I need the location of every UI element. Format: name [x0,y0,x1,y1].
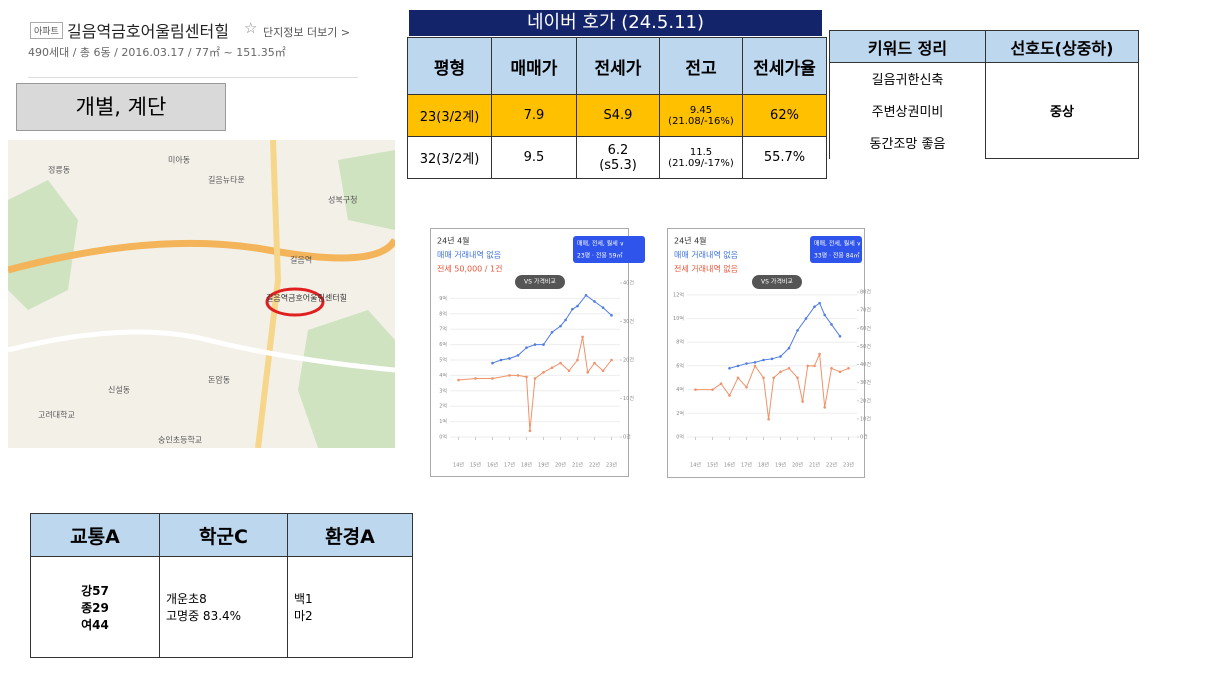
cell-line: 여44 [81,617,109,632]
cell-line: (s5.3) [599,157,637,173]
header-row: 평형 매매가 전세가 전고 전세가율 [407,37,827,95]
cell: 강57 종29 여44 [30,556,160,658]
title: 길음역금호어울림센터힐 [67,22,229,41]
cell-line: 6.2 [607,142,629,158]
subtitle: 490세대 / 총 6동 / 2016.03.17 / 77㎡ ~ 151.35… [28,46,286,59]
header-cell: 매매가 [491,37,577,95]
cell: 9.45 (21.08/-16%) [659,94,743,137]
cell-line: 개운초8 [166,592,207,606]
cell: 9.5 [491,136,577,179]
map-label: 숭인초등학교 [158,435,202,445]
chart-frame [430,228,629,477]
cell-line: 백1 [294,592,313,606]
header-row: 키워드 정리 선호도(상중하) [829,30,1139,63]
row: 32(3/2계) 9.5 6.2 (s5.3) 11.5 (21.09/-17%) 55.7… [407,136,827,179]
header-cell: 선호도(상중하) [985,30,1139,63]
map-label: 정릉동 [48,165,70,175]
header-cell: 환경A [287,513,413,557]
cell-line: (21.08/-16%) [668,115,734,127]
cell-line: 강57 [81,583,109,598]
cell: 55.7% [742,136,827,179]
row: 길음귀한신축 중상 [829,62,1139,159]
cell: 백1 마2 [287,556,413,658]
keyword: 길음귀한신축 [829,62,986,95]
cell-line: 마2 [294,609,313,623]
header-cell: 학군C [159,513,288,557]
cell: S4.9 [576,94,660,137]
cell-line: 고명중 83.4% [166,609,242,623]
row: 강57 종29 여44 개운초8 고명중 83.4% 백1 마2 [30,556,413,658]
header-cell: 평형 [407,37,492,95]
cell: 62% [742,94,827,137]
cell: 7.9 [491,94,577,137]
map-label: 고려대학교 [38,410,75,420]
row: 23(3/2계) 7.9 S4.9 9.45 (21.08/-16%) 62% [407,94,827,137]
chart-frame [667,228,865,478]
park [8,180,78,310]
cell: 6.2 (s5.3) [576,136,660,179]
map-label: 길음뉴타운 [208,176,245,185]
road [8,329,395,373]
header-cell: 키워드 정리 [829,30,986,63]
map-label: 미아동 [168,155,190,165]
map-label: 돈암동 [208,375,230,385]
keyword: 주변상권미비 [829,94,986,127]
cell: 11.5 (21.09/-17%) [659,136,743,179]
price-table: 평형 매매가 전세가 전고 전세가율 23(3/2계) 7.9 S4.9 9.45 (21.08/… [407,37,827,179]
header-row: 교통A 학군C 환경A [30,513,413,557]
divider [28,77,358,78]
header-cell: 전세가 [576,37,660,95]
header-cell: 전세가율 [742,37,827,95]
row: 동간조망 좋음 [829,126,1139,159]
park [338,150,395,230]
cell: 32(3/2계) [407,136,492,179]
highlight [265,287,325,317]
label-box: 개별, 계단 [16,83,226,131]
cell-line: (21.09/-17%) [668,157,734,169]
score-table: 교통A 학군C 환경A 강57 종29 여44 개운초8 고명중 83.4% 백1 마2 [30,513,413,658]
cell-line: 9.45 [689,104,713,116]
cell-line: 11.5 [689,146,713,158]
cell-line: 종29 [81,600,109,615]
keyword: 동간조망 좋음 [829,126,986,159]
row: 주변상권미비 [829,94,1139,127]
road [8,237,395,274]
tag: 아파트 [30,22,63,39]
star[interactable]: ☆ [244,19,258,37]
cell: 23(3/2계) [407,94,492,137]
map-label: 성북구청 [328,196,357,205]
map-label: 길음역 [290,255,312,265]
map-label: 신설동 [108,385,130,395]
cell: 개운초8 고명중 83.4% [159,556,288,658]
road [255,140,282,448]
header-cell: 교통A [30,513,160,557]
park [298,310,395,448]
header-cell: 전고 [659,37,743,95]
keyword-table: 키워드 정리 선호도(상중하) 길음귀한신축 중상 주변상권미비 동간조망 좋음 [829,30,1139,159]
more-link[interactable]: 단지정보 더보기 > [263,26,351,39]
price-title: 네이버 호가 (24.5.11) [409,10,822,36]
rating: 중상 [985,62,1139,159]
map-label: 길음역금호어울림센터힐 [266,293,347,303]
